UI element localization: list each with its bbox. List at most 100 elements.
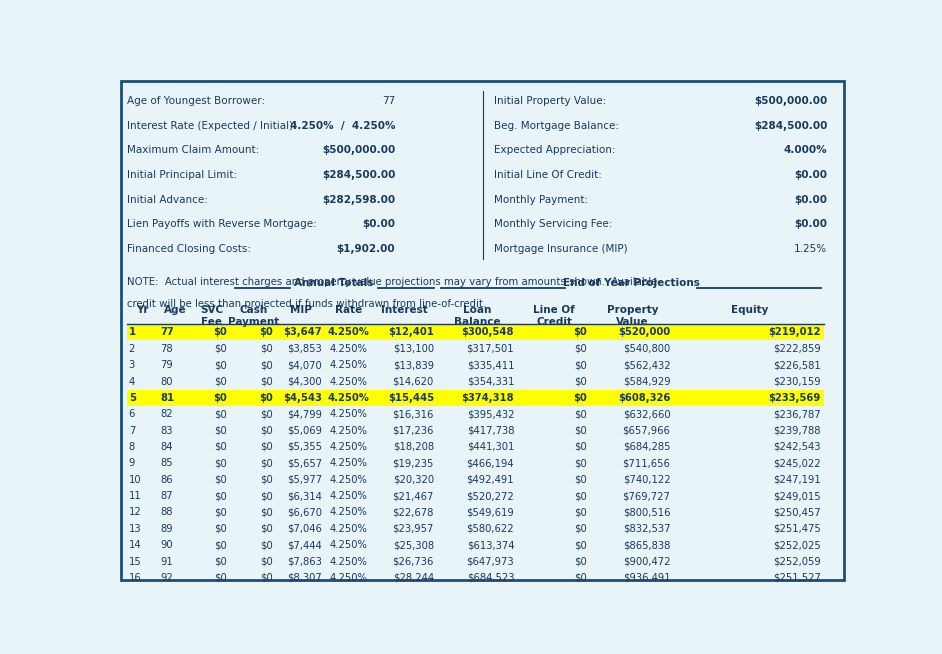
Text: $0: $0 xyxy=(215,442,227,452)
Text: $0: $0 xyxy=(575,508,587,517)
Text: $252,059: $252,059 xyxy=(773,557,820,566)
Text: $500,000.00: $500,000.00 xyxy=(322,145,396,156)
Text: $15,445: $15,445 xyxy=(388,393,434,403)
Text: Rate: Rate xyxy=(335,305,363,315)
Text: NOTE:  Actual interest charges and property value projections may vary from amou: NOTE: Actual interest charges and proper… xyxy=(126,277,657,288)
Text: $16,316: $16,316 xyxy=(393,409,434,419)
Text: $769,727: $769,727 xyxy=(623,491,671,501)
Text: 90: 90 xyxy=(160,540,172,550)
Text: 86: 86 xyxy=(160,475,172,485)
Text: $251,475: $251,475 xyxy=(773,524,820,534)
Text: $0: $0 xyxy=(215,360,227,370)
Text: $936,491: $936,491 xyxy=(623,573,671,583)
Text: 4.250%: 4.250% xyxy=(330,524,367,534)
Text: 77: 77 xyxy=(160,328,174,337)
Text: $0: $0 xyxy=(215,557,227,566)
Text: $466,194: $466,194 xyxy=(466,458,514,468)
Text: $249,015: $249,015 xyxy=(773,491,820,501)
Text: Yr: Yr xyxy=(136,305,149,315)
Text: $22,678: $22,678 xyxy=(393,508,434,517)
Text: $5,069: $5,069 xyxy=(287,426,322,436)
Text: 7: 7 xyxy=(129,426,135,436)
Text: $6,314: $6,314 xyxy=(287,491,322,501)
Text: $284,500.00: $284,500.00 xyxy=(322,170,396,180)
Text: $0: $0 xyxy=(261,557,273,566)
Text: SVC
Fee: SVC Fee xyxy=(201,305,223,328)
Text: $900,472: $900,472 xyxy=(623,557,671,566)
Text: 9: 9 xyxy=(129,458,135,468)
Text: $549,619: $549,619 xyxy=(466,508,514,517)
Text: $0: $0 xyxy=(215,377,227,387)
Text: $4,070: $4,070 xyxy=(287,360,322,370)
Text: $252,025: $252,025 xyxy=(773,540,820,550)
Text: 16: 16 xyxy=(129,573,141,583)
Text: $233,569: $233,569 xyxy=(769,393,820,403)
Text: $5,977: $5,977 xyxy=(287,475,322,485)
Text: $0: $0 xyxy=(575,491,587,501)
Text: $28,244: $28,244 xyxy=(393,573,434,583)
Text: $0: $0 xyxy=(575,573,587,583)
Text: 4.250%: 4.250% xyxy=(330,475,367,485)
Text: credit will be less than projected if funds withdrawn from line-of-credit.: credit will be less than projected if fu… xyxy=(126,299,486,309)
Text: 4.250%: 4.250% xyxy=(328,393,370,403)
Text: $865,838: $865,838 xyxy=(623,540,671,550)
Text: $7,863: $7,863 xyxy=(287,557,322,566)
Text: 6: 6 xyxy=(129,409,135,419)
Text: $0: $0 xyxy=(261,344,273,354)
Text: $236,787: $236,787 xyxy=(773,409,820,419)
Text: $0: $0 xyxy=(261,524,273,534)
Text: 4.250%  /  4.250%: 4.250% / 4.250% xyxy=(290,121,396,131)
Text: $8,307: $8,307 xyxy=(287,573,322,583)
Text: $711,656: $711,656 xyxy=(623,458,671,468)
Text: $284,500.00: $284,500.00 xyxy=(754,121,827,131)
Text: 8: 8 xyxy=(129,442,135,452)
Text: $300,548: $300,548 xyxy=(462,328,514,337)
Text: $7,444: $7,444 xyxy=(287,540,322,550)
Bar xyxy=(126,390,824,405)
Text: Loan
Balance: Loan Balance xyxy=(454,305,501,328)
Text: Annual Totals: Annual Totals xyxy=(295,279,374,288)
Text: $317,501: $317,501 xyxy=(466,344,514,354)
Text: $0: $0 xyxy=(261,409,273,419)
Text: 4: 4 xyxy=(129,377,135,387)
Text: $21,467: $21,467 xyxy=(393,491,434,501)
Text: 13: 13 xyxy=(129,524,141,534)
Text: $0.00: $0.00 xyxy=(794,195,827,205)
Text: $0: $0 xyxy=(259,393,273,403)
Text: $239,788: $239,788 xyxy=(773,426,820,436)
Text: $282,598.00: $282,598.00 xyxy=(322,195,396,205)
Text: $0: $0 xyxy=(575,524,587,534)
Text: Monthly Payment:: Monthly Payment: xyxy=(494,195,588,205)
Text: MIP: MIP xyxy=(290,305,313,315)
Text: $354,331: $354,331 xyxy=(467,377,514,387)
Text: $0: $0 xyxy=(261,442,273,452)
Text: $0.00: $0.00 xyxy=(794,220,827,230)
Text: 91: 91 xyxy=(160,557,172,566)
Text: $245,022: $245,022 xyxy=(773,458,820,468)
Text: Initial Advance:: Initial Advance: xyxy=(126,195,207,205)
Text: Property
Value: Property Value xyxy=(607,305,658,328)
Text: 4.250%: 4.250% xyxy=(330,540,367,550)
Text: $0: $0 xyxy=(575,442,587,452)
Text: $4,543: $4,543 xyxy=(284,393,322,403)
Text: $0: $0 xyxy=(575,409,587,419)
Text: $0: $0 xyxy=(214,328,227,337)
Text: $520,000: $520,000 xyxy=(618,328,671,337)
Text: Interest Rate (Expected / Initial):: Interest Rate (Expected / Initial): xyxy=(126,121,297,131)
Text: $7,046: $7,046 xyxy=(287,524,322,534)
Text: $0: $0 xyxy=(574,328,587,337)
Text: Expected Appreciation:: Expected Appreciation: xyxy=(494,145,615,156)
Text: $0: $0 xyxy=(261,377,273,387)
Text: $374,318: $374,318 xyxy=(462,393,514,403)
Text: Line Of
Credit: Line Of Credit xyxy=(533,305,576,328)
Text: 78: 78 xyxy=(160,344,172,354)
Text: $684,285: $684,285 xyxy=(623,442,671,452)
Text: $1,902.00: $1,902.00 xyxy=(336,244,396,254)
Text: 4.250%: 4.250% xyxy=(330,426,367,436)
Text: Age: Age xyxy=(164,305,187,315)
Text: $0: $0 xyxy=(261,426,273,436)
Text: $0: $0 xyxy=(575,475,587,485)
Text: Age of Youngest Borrower:: Age of Youngest Borrower: xyxy=(126,96,265,106)
Text: $335,411: $335,411 xyxy=(466,360,514,370)
Text: $580,622: $580,622 xyxy=(466,524,514,534)
